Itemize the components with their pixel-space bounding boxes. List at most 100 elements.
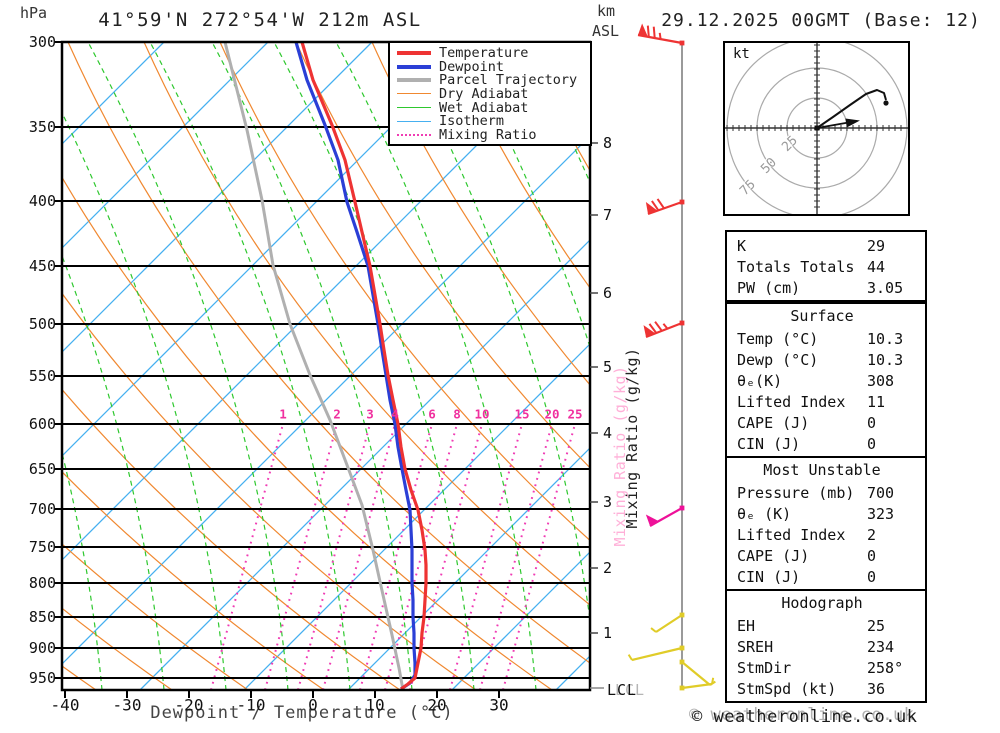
wet-adiabat-lines [62,42,1000,690]
table-row: Pressure (mb) 700 [737,482,921,503]
table-row-label: θₑ(K) [737,371,783,390]
pressure-axis-label: 700 [28,500,56,518]
table-row: θₑ(K) 308 [737,370,921,391]
barb-flag [638,23,648,37]
wind-barb [643,320,685,339]
legend-item-label: Wet Adiabat [439,99,529,116]
barb-staff [631,646,683,662]
barb-base-dot [679,40,685,46]
table-row: Totals Totals 44 [737,256,921,277]
watermark: © weatheronline.co.uk [692,707,918,727]
wind-barb [679,659,716,686]
hodograph-trace-end-dot [883,100,889,106]
table-row: CIN (J) 0 [737,566,921,587]
table-row-label: SREH [737,637,774,656]
pressure-axis-label: 400 [28,192,56,210]
barb-half [711,677,715,685]
pressure-axis-label: 750 [28,538,56,556]
barb-base-dot [679,199,685,205]
dry-adiabat-line [62,543,249,690]
pressure-axis-label: 600 [28,415,56,433]
pressure-axis-label: 800 [28,574,56,592]
dry-adiabat-lines [62,42,590,690]
legend-item: Dry Adiabat [397,86,586,102]
table-row-label: Totals Totals [737,257,855,276]
dry-adiabat-line [62,176,553,690]
mixing-ratio-line [502,423,576,690]
isotherm-line [62,42,581,561]
mixing-ratio-value-label: 8 [453,406,461,422]
legend-line-swatch [397,64,431,69]
barb-staff [681,682,713,690]
barb-base-dot [679,659,685,665]
mixing-ratio-line [479,423,553,690]
wind-barb [679,677,715,691]
table-row-value: 36 [867,679,886,698]
x-axis-tick-label: -20 [174,695,204,715]
mixing-ratio-value-label: 3 [366,406,374,422]
barb-full [648,323,658,334]
isotherm-line [62,42,373,353]
pressure-axis-label: 450 [28,257,56,275]
barb-staff [647,200,683,216]
barb-half [658,32,662,40]
wet-adiabat-line [62,111,227,690]
hodograph-panel [723,41,910,216]
mixing-ratio-line [264,423,338,690]
mixing-ratio-axis-label: Mixing Ratio (g/kg) [623,347,641,529]
barb-full [656,198,665,209]
table-row: K 29 [737,235,921,256]
dry-adiabat-line [295,42,590,469]
x-axis-tick-label: -40 [50,695,80,715]
table-row: EH 25 [737,615,921,636]
table-row-label: K [737,236,747,255]
table-row-label: Pressure (mb) [737,483,855,502]
barb-half [662,323,669,330]
indices-table-surface: Surface Temp (°C) 10.3 Dewp (°C) 10.3 θₑ(K) 30… [725,302,927,458]
indices-table-hodograph: Hodograph EH 25 SREH 234 StmDir 258° StmSpd (kt… [725,589,927,703]
mixing-ratio-value-label: 25 [567,406,583,422]
table-row-value: 323 [867,504,895,523]
x-axis-tick-label: 10 [365,695,385,715]
pressure-axis-label: 500 [28,315,56,333]
storm-motion-arrowhead [845,118,860,128]
wet-adiabat-line [273,42,475,690]
barb-base-dot [679,612,685,618]
station-title: 41°59'N 272°54'W 212m ASL [98,9,422,31]
temperature-curve [300,42,428,690]
table-row: Lifted Index 11 [737,391,921,412]
pressure-axis-label: 850 [28,608,56,626]
table-row-value: 10.3 [867,329,904,348]
legend-line-swatch [397,120,431,122]
barb-flag [643,325,656,337]
table-row-value: 11 [867,392,886,411]
km-axis-label: 7 [603,206,613,224]
barb-base-dot [679,685,685,691]
table-row: CAPE (J) 0 [737,545,921,566]
watermark-shadow: © weatheronline.co.uk [689,705,915,725]
wet-adiabat-line [956,42,1000,690]
isotherm-line [0,42,60,690]
legend-item: Temperature [397,45,586,61]
table-row: θₑ (K) 323 [737,503,921,524]
x-axis-tick-label: -30 [112,695,142,715]
mixing-ratio-value-label: 15 [514,406,530,422]
legend-line-swatch [397,50,431,55]
pressure-axis-label: 900 [28,639,56,657]
barb-base-dot [679,645,685,651]
km-axis-label: 6 [603,284,613,302]
km-axis-unit: km [597,2,616,20]
legend-item: Parcel Trajectory [397,72,586,88]
table-row-value: 0 [867,434,877,453]
table-title: Surface [790,307,854,325]
indices-table-stability: K 29 Totals Totals 44 PW (cm) 3.05 [725,230,927,302]
legend-item: Dewpoint [397,59,586,75]
legend: Temperature Dewpoint Parcel Trajectory Dry … [388,41,592,146]
table-row: Temp (°C) 10.3 [737,328,921,349]
lcl-label: LCL [607,681,638,699]
barb-flag [645,514,659,526]
wet-adiabat-line [62,450,103,690]
barb-staff [681,661,711,686]
km-axis-label: 2 [603,559,613,577]
table-row-value: 258° [867,658,904,677]
